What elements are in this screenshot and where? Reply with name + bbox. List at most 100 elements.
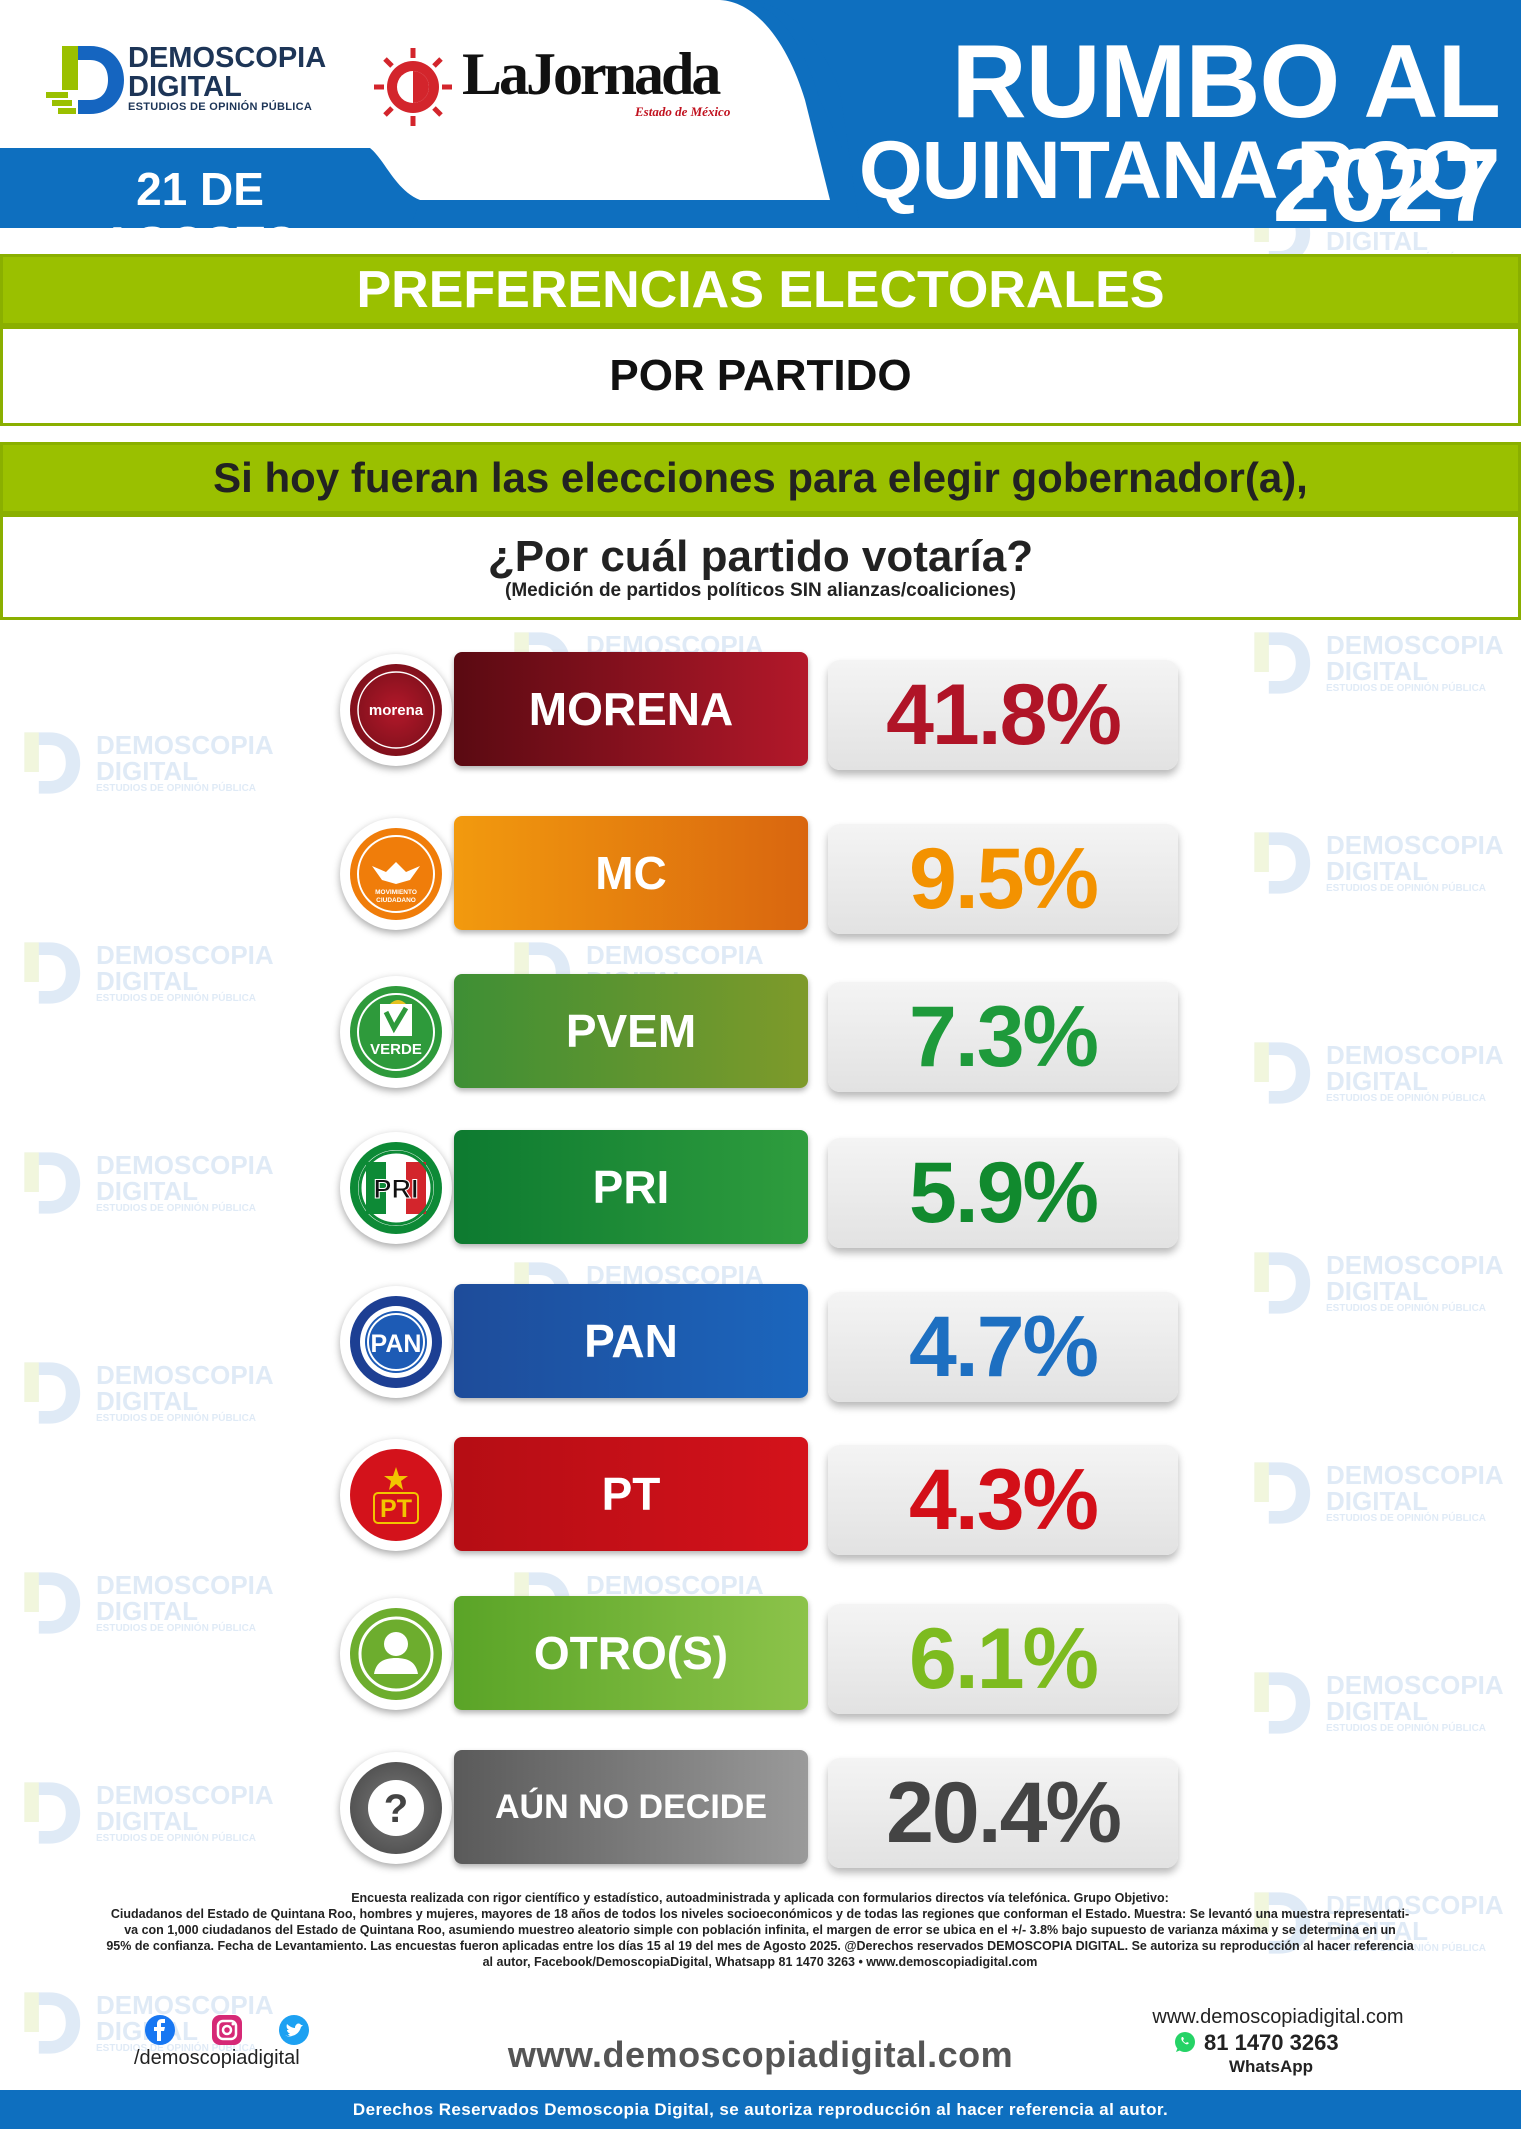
section-subtitle: POR PARTIDO xyxy=(0,326,1521,426)
pri-logo-icon: PRI xyxy=(350,1142,442,1234)
party-name: MC xyxy=(454,816,808,930)
party-row: PRI PRI 5.9% xyxy=(340,1130,1180,1248)
brand-name-line2: DIGITAL xyxy=(128,71,242,103)
pan-logo-icon-graphic: PAN xyxy=(360,1306,432,1378)
party-logo: ? xyxy=(340,1752,452,1864)
svg-text:VERDE: VERDE xyxy=(370,1041,422,1058)
page-subtitle: QUINTANA ROO xyxy=(858,125,1481,216)
la-jornada-sun-logo-icon xyxy=(374,48,452,126)
methodology-note: Encuesta realizada con rigor científico … xyxy=(30,1890,1490,1970)
party-percentage: 41.8% xyxy=(828,660,1178,770)
person-icon xyxy=(350,1608,442,1700)
party-name: PAN xyxy=(454,1284,808,1398)
methodology-line: Ciudadanos del Estado de Quintana Roo, h… xyxy=(110,1907,1410,1921)
partner-logo-text: LaJornada xyxy=(462,41,721,107)
morena-logo-icon: morena xyxy=(350,664,442,756)
rights-bar: Derechos Reservados Demoscopia Digital, … xyxy=(0,2090,1521,2129)
phone-number: 81 1470 3263 xyxy=(1204,2030,1339,2055)
question-note: (Medición de partidos políticos SIN alia… xyxy=(505,580,1016,601)
party-name: PT xyxy=(454,1437,808,1551)
social-handle[interactable]: /demoscopiadigital xyxy=(134,2047,300,2069)
party-percentage: 6.1% xyxy=(828,1604,1178,1714)
page-title: RUMBO AL 2027 xyxy=(951,24,1501,244)
party-row: PT PT 4.3% xyxy=(340,1437,1180,1555)
morena-logo-icon-graphic: morena xyxy=(357,671,435,749)
methodology-line: al autor, Facebook/DemoscopiaDigital, Wh… xyxy=(482,1955,1038,1969)
twitter-icon[interactable] xyxy=(279,2015,309,2045)
party-row: ? AÚN NO DECIDE 20.4% xyxy=(340,1750,1180,1868)
methodology-line: 95% de confianza. Fecha de Levantamiento… xyxy=(106,1939,1414,1953)
party-percentage: 4.7% xyxy=(828,1292,1178,1402)
facebook-icon[interactable] xyxy=(145,2015,175,2045)
question-mark-icon: ? xyxy=(350,1762,442,1854)
question-line1: Si hoy fueran las elecciones para elegir… xyxy=(0,442,1521,514)
pt-logo-icon: PT xyxy=(350,1449,442,1541)
methodology-line: Encuesta realizada con rigor científico … xyxy=(351,1891,1169,1905)
instagram-icon[interactable] xyxy=(212,2015,242,2045)
brand-name-line1: DEMOSCOPIA xyxy=(128,42,327,74)
svg-text:PAN: PAN xyxy=(371,1330,422,1358)
party-percentage: 5.9% xyxy=(828,1138,1178,1248)
demoscopia-logo-icon xyxy=(46,46,124,114)
website-link[interactable]: www.demoscopiadigital.com xyxy=(507,2034,1014,2075)
header-white-panel xyxy=(0,0,860,228)
svg-text:CIUDADANO: CIUDADANO xyxy=(376,897,416,904)
whatsapp-phone[interactable]: 81 1470 3263 xyxy=(1170,2030,1339,2056)
party-percentage: 20.4% xyxy=(828,1758,1178,1868)
svg-text:?: ? xyxy=(384,1787,408,1831)
movimiento-ciudadano-logo-icon: MOVIMIENTO CIUDADANO xyxy=(350,828,442,920)
party-logo: PRI xyxy=(340,1132,452,1244)
section-title: PREFERENCIAS ELECTORALES xyxy=(0,254,1521,326)
svg-text:PRI: PRI xyxy=(373,1174,418,1204)
partner-logo-subtitle: Estado de México xyxy=(635,104,731,119)
party-percentage: 4.3% xyxy=(828,1445,1178,1555)
pan-logo-icon: PAN xyxy=(350,1296,442,1388)
party-name: AÚN NO DECIDE xyxy=(454,1750,808,1864)
pt-logo-icon-graphic: PT xyxy=(373,1467,419,1524)
party-logo: PT xyxy=(340,1439,452,1551)
party-name: PRI xyxy=(454,1130,808,1244)
party-row: MOVIMIENTO CIUDADANO MC 9.5% xyxy=(340,816,1180,934)
party-name: PVEM xyxy=(454,974,808,1088)
party-logo: VERDE xyxy=(340,976,452,1088)
party-name: MORENA xyxy=(454,652,808,766)
party-name: OTRO(S) xyxy=(454,1596,808,1710)
party-logo: PAN xyxy=(340,1286,452,1398)
party-logo: MOVIMIENTO CIUDADANO xyxy=(340,818,452,930)
whatsapp-label: WhatsApp xyxy=(1229,2057,1314,2076)
svg-text:MOVIMIENTO: MOVIMIENTO xyxy=(375,889,417,896)
party-percentage: 7.3% xyxy=(828,982,1178,1092)
party-logo xyxy=(340,1598,452,1710)
party-row: VERDE PVEM 7.3% xyxy=(340,974,1180,1092)
party-row: OTRO(S) 6.1% xyxy=(340,1596,1180,1714)
party-percentage: 9.5% xyxy=(828,824,1178,934)
social-icons xyxy=(145,2015,309,2045)
pri-logo-icon-graphic: PRI xyxy=(358,1150,434,1226)
person-icon-graphic xyxy=(358,1616,434,1692)
party-logo: morena xyxy=(340,654,452,766)
pvem-logo-icon: VERDE xyxy=(350,986,442,1078)
brand-tagline: ESTUDIOS DE OPINIÓN PÚBLICA xyxy=(128,101,313,113)
party-row: PAN PAN 4.7% xyxy=(340,1284,1180,1402)
whatsapp-icon xyxy=(1175,2032,1195,2052)
svg-text:PT: PT xyxy=(380,1495,412,1523)
pvem-logo-icon-graphic: VERDE xyxy=(357,993,435,1071)
svg-text:morena: morena xyxy=(369,702,424,719)
website-link-small[interactable]: www.demoscopiadigital.com xyxy=(1152,2006,1404,2028)
party-row: morena MORENA 41.8% xyxy=(340,652,1180,770)
question-line2: ¿Por cuál partido votaría? xyxy=(487,532,1034,581)
methodology-line: va con 1,000 ciudadanos del Estado de Qu… xyxy=(124,1923,1396,1937)
